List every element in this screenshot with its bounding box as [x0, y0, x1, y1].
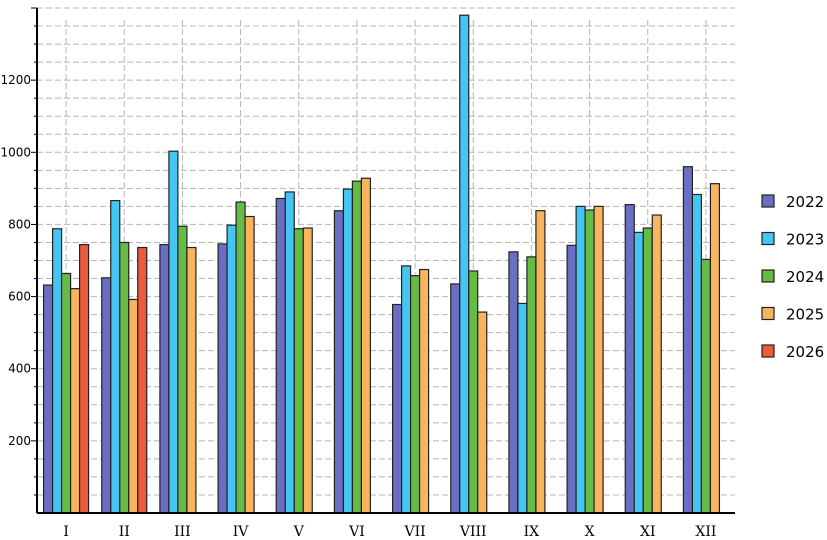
legend: 2022 2023 2024 2025 2026: [761, 193, 824, 361]
bars: [42, 14, 721, 514]
legend-swatch: [761, 231, 775, 246]
legend-item-2022: 2022: [761, 193, 824, 211]
x-category-label: VII: [403, 524, 425, 540]
y-tick-label: 800: [8, 217, 31, 231]
legend-item-2025: 2025: [761, 306, 824, 324]
bar-2023-V: [284, 191, 295, 514]
bar-2022-XI: [624, 203, 635, 514]
bar-2024-IV: [235, 201, 246, 514]
y-tick-label: 400: [8, 362, 31, 376]
x-category-label: III: [174, 524, 191, 540]
x-category-label: II: [119, 524, 130, 540]
bar-2022-VII: [391, 303, 403, 514]
y-tick-label: 200: [8, 434, 31, 448]
bar-2024-XI: [642, 227, 653, 514]
bar-2022-I: [42, 284, 54, 514]
bar-2024-XII: [700, 258, 712, 514]
bar-2023-X: [575, 205, 586, 514]
legend-item-2024: 2024: [761, 268, 824, 286]
x-category-label: VI: [348, 524, 365, 540]
bar-2025-VI: [360, 177, 372, 514]
bar-2023-XI: [633, 231, 644, 514]
y-tick-label: 600: [8, 290, 31, 304]
bar-2025-VII: [418, 268, 430, 514]
legend-label: 2022: [786, 193, 824, 211]
bar-2023-VII: [400, 265, 412, 514]
bar-2023-VI: [342, 188, 354, 514]
x-category-label: I: [63, 524, 69, 540]
x-category-labels: I II III IV V VI VII VIII IX X XI XII: [63, 524, 716, 540]
bar-2024-VII: [409, 275, 421, 514]
bar-2023-IV: [226, 224, 237, 514]
bar-2025-III: [186, 246, 197, 514]
legend-swatch: [761, 344, 775, 358]
bar-2023-XII: [691, 193, 703, 514]
x-category-label: IX: [524, 524, 540, 540]
bar-2024-V: [293, 228, 304, 514]
bar-2024-I: [60, 272, 72, 514]
bar-2024-III: [177, 225, 188, 514]
x-category-label: VIII: [459, 524, 487, 540]
legend-label: 2024: [786, 268, 824, 286]
bar-2024-VI: [351, 180, 363, 514]
bar-2022-IV: [217, 243, 228, 514]
axes: [31, 7, 735, 514]
x-category-label: V: [293, 524, 305, 540]
bar-2025-V: [302, 227, 313, 514]
x-category-label: IV: [233, 524, 250, 540]
bar-2025-VIII: [477, 311, 488, 514]
bar-2025-X: [593, 205, 604, 514]
bar-2026-I: [78, 244, 90, 514]
bar-2022-II: [101, 277, 112, 514]
legend-swatch: [761, 306, 775, 321]
bar-2023-I: [51, 228, 63, 514]
legend-label: 2023: [786, 231, 824, 249]
legend-item-2026: 2026: [761, 343, 824, 361]
bar-2025-XI: [651, 214, 662, 514]
bar-2022-XII: [682, 166, 694, 514]
bar-2025-IX: [535, 210, 546, 514]
bar-2022-V: [275, 197, 286, 514]
bar-2025-I: [69, 288, 81, 514]
bar-2022-VI: [333, 210, 345, 514]
y-tick-labels: 200 400 600 800 1000 1200: [0, 73, 31, 448]
x-category-label: XII: [695, 524, 716, 540]
bar-2022-IX: [508, 251, 519, 514]
legend-swatch: [761, 194, 775, 208]
legend-item-2023: 2023: [761, 231, 824, 249]
legend-swatch: [761, 269, 775, 283]
bar-2024-II: [119, 241, 130, 514]
bar-2023-VIII: [459, 14, 470, 514]
bar-2025-IV: [244, 215, 255, 514]
x-category-label: XI: [640, 524, 656, 540]
bar-2023-III: [168, 150, 179, 514]
bar-2023-IX: [517, 302, 528, 514]
bar-2024-VIII: [468, 270, 479, 514]
x-category-label: X: [585, 524, 595, 540]
bar-2024-X: [584, 209, 595, 514]
legend-label: 2025: [786, 306, 824, 324]
bar-2025-XII: [709, 183, 721, 514]
y-tick-label: 1200: [0, 73, 31, 87]
bar-2022-VIII: [450, 283, 461, 514]
bar-2024-IX: [526, 256, 537, 514]
bar-2025-II: [128, 298, 139, 514]
bar-2022-X: [566, 244, 577, 514]
bar-2023-II: [110, 200, 121, 514]
legend-label: 2026: [786, 343, 824, 361]
bar-2022-III: [159, 244, 170, 514]
y-tick-label: 1000: [0, 145, 31, 159]
bar-2026-II: [137, 246, 148, 514]
